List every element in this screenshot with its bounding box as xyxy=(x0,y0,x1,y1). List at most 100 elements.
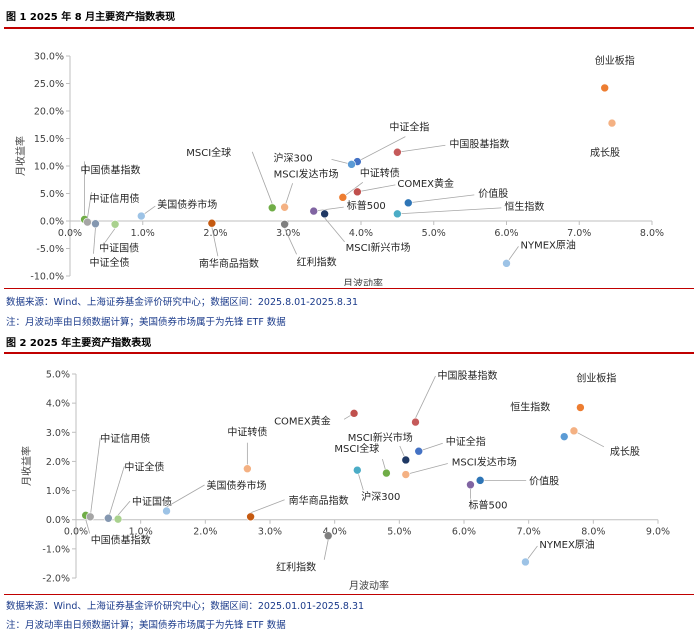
c1-leader-南华商品指数 xyxy=(211,227,219,257)
c1-point-标普500 xyxy=(309,206,319,216)
c2-y-tick-label: 2.0% xyxy=(46,457,70,468)
figure2-rule xyxy=(4,352,694,354)
figure2-scatter-chart: -2.0% -1.0% 0.0% 1.0% 2.0% 3.0% 4.0% 5.0% 0.0% 1.… xyxy=(20,369,670,592)
c2-point-中证国债 xyxy=(113,514,123,524)
c1-y-tick-label: 25.0% xyxy=(34,79,64,90)
c1-leader-中国股基指数 xyxy=(397,144,446,153)
c2-point-价值股 xyxy=(475,476,485,485)
c1-point-恒生指数 xyxy=(393,209,402,219)
c1-label-价值股: 价值股 xyxy=(478,187,508,200)
c1-point-msci全球 xyxy=(267,203,277,213)
c2-point-恒生指数 xyxy=(559,432,569,441)
c1-point-nymex原油 xyxy=(502,259,511,268)
c1-label-中证全债: 中证全债 xyxy=(89,256,129,269)
c2-point-中证转债 xyxy=(243,464,252,474)
c2-leader-成长股 xyxy=(573,430,605,448)
c2-point-标普500 xyxy=(466,480,475,490)
c1-point-中证国债 xyxy=(110,220,120,229)
c2-y-tick-label: -2.0% xyxy=(42,574,70,585)
c2-point-南华商品指数 xyxy=(246,512,255,522)
c1-label-comex黄金: COMEX黄金 xyxy=(397,177,454,190)
c1-x-tick-label: 4.0% xyxy=(349,228,373,239)
c1-y-tick-label: 20.0% xyxy=(34,107,64,118)
c2-leader-美国债券市场 xyxy=(166,484,205,508)
c1-leader-标普500 xyxy=(313,206,344,212)
c2-leader-南华商品指数 xyxy=(250,499,285,514)
c2-label-中证全债: 中证全债 xyxy=(124,460,164,473)
c2-label-标普500: 标普500 xyxy=(468,499,507,512)
c1-leader-中证国债 xyxy=(104,228,116,243)
figure1-title: 图 1 2025 年 8 月主要资产指数表现 xyxy=(6,12,176,23)
c1-point-红利指数 xyxy=(280,220,289,229)
c1-label-中证国债: 中证国债 xyxy=(99,241,139,254)
c2-label-价值股: 价值股 xyxy=(529,474,559,487)
c1-point-comex黄金 xyxy=(353,187,362,197)
c1-point-沪深300 xyxy=(347,160,356,169)
c2-point-msci全球 xyxy=(382,468,391,478)
c1-label-中国债基指数: 中国债基指数 xyxy=(81,163,141,176)
figure2-bottom-rule xyxy=(4,594,694,595)
c1-leader-价值股 xyxy=(408,194,475,204)
c2-label-成长股: 成长股 xyxy=(610,446,640,458)
c1-y-tick-label: 15.0% xyxy=(34,134,64,145)
c2-point-沪深300 xyxy=(352,465,362,475)
c2-label-msci全球: MSCI全球 xyxy=(334,442,379,455)
c2-y-tick-label: 5.0% xyxy=(46,370,70,381)
c2-leader-中证信用债 xyxy=(89,437,101,517)
c2-label-恒生指数: 恒生指数 xyxy=(510,401,550,414)
c2-x-tick-label: 2.0% xyxy=(193,527,217,538)
c1-label-中证转债: 中证转债 xyxy=(360,166,400,179)
figure2-title: 图 2 2025 年主要资产指数表现 xyxy=(6,338,152,349)
c2-point-红利指数 xyxy=(323,531,333,541)
c2-leader-中证国债 xyxy=(117,500,131,516)
c2-label-中证转债: 中证转债 xyxy=(227,426,267,439)
c1-leader-msci新兴市场 xyxy=(324,217,345,243)
c2-y-tick-label: 1.0% xyxy=(46,486,70,497)
c1-label-红利指数: 红利指数 xyxy=(297,255,337,268)
c1-x-tick-label: 3.0% xyxy=(276,228,300,239)
c2-leader-中国股基指数 xyxy=(415,375,436,419)
figure1-bottom-rule xyxy=(4,288,694,289)
c2-x-tick-label: 8.0% xyxy=(581,527,605,538)
c1-x-tick-label: 8.0% xyxy=(640,228,664,239)
c2-y-tick-label: 4.0% xyxy=(46,399,70,410)
c2-label-nymex原油: NYMEX原油 xyxy=(539,538,594,551)
c2-label-沪深300: 沪深300 xyxy=(361,490,400,503)
c1-x-tick-label: 1.0% xyxy=(131,228,155,239)
c2-label-中国股基指数: 中国股基指数 xyxy=(438,369,498,382)
c1-label-中国股基指数: 中国股基指数 xyxy=(449,137,509,150)
c1-point-中国股基指数 xyxy=(393,147,402,157)
c1-label-美国债券市场: 美国债券市场 xyxy=(157,198,217,211)
figure2-source: 数据来源：Wind、上海证券基金评价研究中心；数据区间：2025.01.01-2… xyxy=(6,601,365,612)
c1-label-创业板指: 创业板指 xyxy=(595,54,635,67)
c2-point-中证全债 xyxy=(104,513,113,523)
c1-point-美国债券市场 xyxy=(136,211,146,221)
c2-leader-中国债基指数 xyxy=(85,519,91,534)
c2-label-msci新兴市场: MSCI新兴市场 xyxy=(348,431,413,444)
c2-leader-红利指数 xyxy=(323,539,329,560)
c1-label-msci全球: MSCI全球 xyxy=(186,146,231,159)
c2-point-nymex原油 xyxy=(521,557,530,567)
c1-y-tick-label: 5.0% xyxy=(40,189,64,200)
c1-point-南华商品指数 xyxy=(207,218,217,228)
c2-label-comex黄金: COMEX黄金 xyxy=(274,414,331,427)
c1-point-中证转债 xyxy=(338,193,348,202)
c1-label-msci发达市场: MSCI发达市场 xyxy=(274,167,339,180)
figure1-source: 数据来源：Wind、上海证券基金评价研究中心；数据区间：2025.8.01-20… xyxy=(6,297,359,308)
c1-label-中证全指: 中证全指 xyxy=(389,121,429,134)
c2-label-创业板指: 创业板指 xyxy=(576,372,616,385)
c2-point-成长股 xyxy=(569,426,579,436)
c2-point-中证信用债 xyxy=(85,512,95,522)
c1-leader-红利指数 xyxy=(284,228,297,255)
c1-leader-中证信用债 xyxy=(87,192,92,219)
c2-point-msci新兴市场 xyxy=(401,455,411,465)
c2-x-tick-label: 3.0% xyxy=(258,527,282,538)
c1-y-tick-label: 30.0% xyxy=(34,52,64,63)
c2-x-tick-label: 4.0% xyxy=(323,527,347,538)
c1-point-msci新兴市场 xyxy=(320,209,329,219)
c1-y-tick-label: 0.0% xyxy=(40,217,64,228)
figure1-scatter-chart: -10.0% -5.0% 0.0% 5.0% 10.0% 15.0% 20.0% 25.0% 3… xyxy=(14,52,664,287)
c1-point-成长股 xyxy=(607,118,617,128)
c1-x-tick-label: 0.0% xyxy=(58,228,82,239)
c1-label-标普500: 标普500 xyxy=(347,199,386,212)
